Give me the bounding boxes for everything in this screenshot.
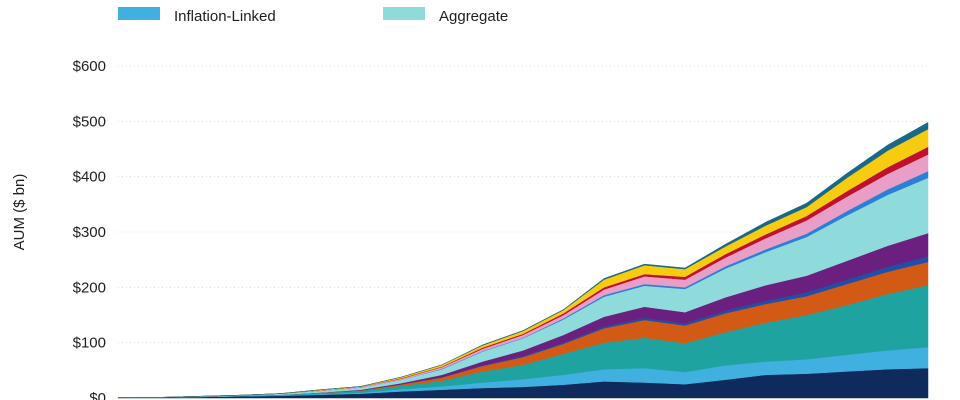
legend-label-aggregate: Aggregate <box>439 8 508 25</box>
legend-label-inflation-linked: Inflation-Linked <box>174 8 276 25</box>
y-tick-label: $200 <box>73 279 106 296</box>
y-tick-label: $600 <box>73 58 106 75</box>
y-axis-title: AUM ($ bn) <box>11 174 28 251</box>
area-series <box>117 121 929 399</box>
area-series-12 <box>118 121 929 398</box>
y-tick-label: $100 <box>73 335 106 352</box>
y-tick-label: $500 <box>73 113 106 130</box>
y-axis: $0 $100 $200 $300 $400 $500 $600 <box>73 58 106 400</box>
y-tick-label: $0 <box>89 390 106 400</box>
legend: Inflation-Linked Aggregate <box>118 7 508 25</box>
legend-swatch-inflation-linked <box>118 7 160 20</box>
legend-swatch-aggregate <box>383 7 425 20</box>
y-tick-label: $300 <box>73 224 106 241</box>
y-tick-label: $400 <box>73 169 106 186</box>
